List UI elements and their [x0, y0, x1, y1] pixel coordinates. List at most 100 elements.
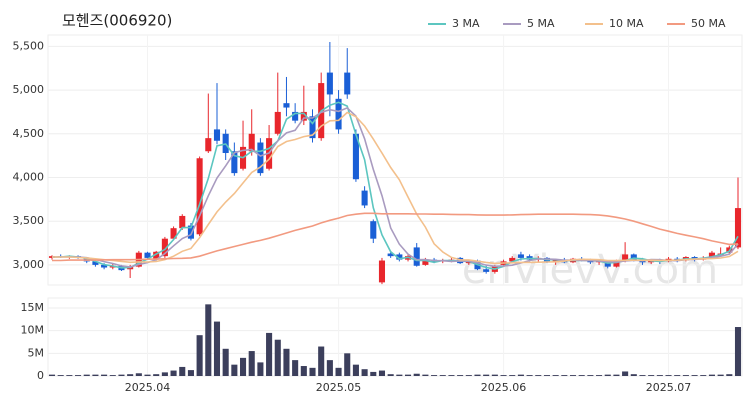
candle-body: [552, 259, 559, 263]
y-tick-label: 4,500: [13, 127, 45, 140]
candle-body: [509, 257, 516, 262]
candle-body: [309, 116, 316, 139]
volume-bar: [248, 351, 255, 376]
candle-body: [257, 142, 264, 174]
candle-body: [352, 133, 359, 180]
volume-bar: [101, 374, 108, 376]
volume-bar: [483, 374, 490, 376]
volume-bar: [187, 370, 194, 376]
candle-body: [213, 129, 221, 141]
candle-body: [370, 221, 377, 239]
volume-bar: [457, 375, 464, 376]
volume-bar: [543, 375, 551, 376]
volume-bar: [396, 374, 403, 376]
volume-bar: [213, 321, 221, 376]
volume-bar: [674, 375, 681, 376]
candle-body: [465, 261, 472, 264]
volume-bar: [509, 375, 516, 376]
candle-body: [144, 252, 151, 258]
volume-bar: [170, 370, 177, 376]
x-tick-label: 2025.05: [316, 381, 362, 394]
volume-bar: [656, 375, 663, 376]
legend-label: 5 MA: [527, 17, 555, 30]
candle-body: [161, 238, 168, 257]
volume-bar: [404, 374, 412, 376]
volume-bar: [726, 374, 733, 376]
volume-bar: [734, 327, 742, 376]
volume-tick-label: 15M: [21, 301, 45, 314]
volume-bar: [57, 375, 64, 376]
volume-bar: [161, 372, 168, 376]
candle-body: [92, 261, 99, 265]
candle-body: [622, 254, 629, 261]
candle-body: [179, 215, 186, 229]
candle-body: [387, 253, 394, 257]
candle-body: [396, 254, 403, 260]
candle-body: [283, 103, 290, 108]
volume-bar: [179, 366, 186, 376]
volume-bar: [231, 364, 238, 376]
candle-body: [196, 158, 203, 235]
volume-bar: [361, 369, 368, 376]
ma-line: [52, 111, 739, 265]
legend-label: 10 MA: [609, 17, 644, 30]
volume-bar: [274, 339, 281, 376]
x-tick-label: 2025.07: [646, 381, 692, 394]
volume-bar: [48, 374, 56, 376]
legend-label: 3 MA: [452, 17, 480, 30]
volume-bar: [378, 370, 386, 376]
volume-bar: [648, 375, 655, 376]
candle-body: [422, 259, 429, 265]
candle-body: [708, 252, 715, 258]
volume-bar: [318, 346, 325, 376]
y-tick-label: 3,000: [13, 258, 45, 271]
candle-body: [187, 225, 194, 239]
x-tick-label: 2025.06: [481, 381, 527, 394]
y-tick-label: 5,000: [13, 83, 45, 96]
volume-tick-label: 0: [37, 369, 44, 382]
volume-bar: [622, 371, 629, 376]
volume-bar: [639, 375, 646, 376]
candle-body: [205, 138, 212, 152]
candle-body: [344, 72, 351, 95]
volume-bar: [596, 375, 603, 376]
volume-bar: [448, 375, 455, 376]
volume-bar: [561, 375, 568, 376]
volume-bar: [335, 367, 342, 376]
candle-body: [517, 254, 524, 258]
volume-bar: [708, 374, 715, 376]
volume-bar: [66, 375, 73, 376]
candle-body: [483, 269, 490, 272]
volume-bar: [135, 373, 142, 376]
volume-bar: [309, 367, 316, 376]
volume-bar: [352, 364, 359, 376]
volume-bar: [682, 375, 689, 376]
volume-bar: [500, 375, 507, 376]
candle-body: [630, 254, 637, 260]
volume-bar: [92, 374, 99, 376]
volume-bar: [569, 375, 577, 376]
volume-bar: [266, 332, 273, 376]
ma-line: [52, 106, 739, 268]
volume-bar: [465, 375, 472, 376]
volume-bar: [370, 371, 377, 376]
volume-bar: [491, 374, 498, 376]
candle-body: [378, 260, 386, 283]
volume-bar: [517, 374, 524, 376]
candle-body: [231, 151, 238, 174]
chart-title: 모헨즈(006920): [62, 12, 172, 30]
watermark: enVievV.com: [462, 247, 718, 293]
volume-bar: [196, 335, 203, 376]
volume-bar: [691, 375, 698, 376]
volume-bar: [578, 375, 585, 376]
volume-bar: [422, 374, 429, 376]
volume-bar: [387, 374, 394, 376]
volume-bar: [700, 375, 707, 376]
volume-bar: [613, 374, 620, 376]
candle-body: [170, 228, 177, 239]
volume-bar: [205, 304, 212, 376]
volume-bar: [552, 375, 559, 376]
volume-bar: [431, 375, 438, 376]
volume-bar: [127, 374, 134, 376]
volume-bar: [239, 357, 247, 376]
